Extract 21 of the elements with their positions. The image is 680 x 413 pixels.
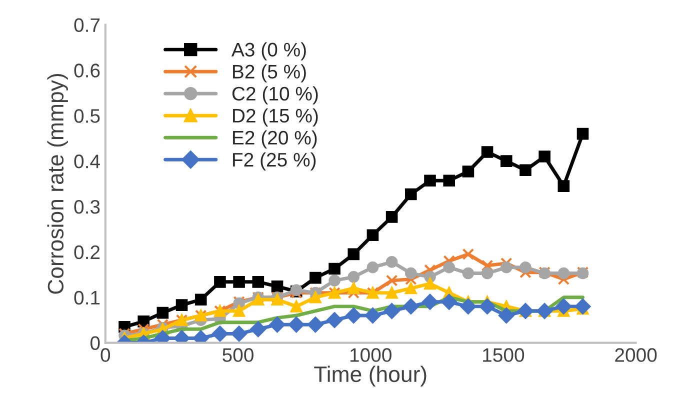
y-tick-label: 0.5 (74, 109, 100, 123)
legend-label: D2 (15 %) (233, 108, 318, 126)
legend-label: C2 (10 %) (232, 86, 318, 104)
x-tick-label: 1000 (350, 348, 392, 362)
legend-label: A3 (0 %) (231, 42, 306, 60)
y-tick-label: 0.1 (74, 290, 100, 305)
x-tick-label: 0 (100, 348, 110, 362)
y-axis-title: Corrosion rate (mmpy) (47, 74, 68, 294)
x-tick-label: 1500 (483, 348, 524, 362)
y-tick-label: 0.7 (74, 18, 100, 32)
y-tick-label: 0.4 (74, 154, 100, 168)
y-tick-label: 0.3 (74, 200, 100, 214)
legend-label: F2 (25 %) (233, 152, 316, 170)
y-tick-label: 0 (90, 336, 100, 350)
x-tick-label: 500 (222, 348, 254, 362)
y-tick-label: 0.6 (74, 64, 100, 78)
x-axis-title: Time (hour) (314, 366, 426, 386)
y-tick-label: 0.2 (74, 245, 100, 260)
legend-label: B2 (5 %) (233, 64, 306, 82)
x-tick-label: 2000 (615, 348, 657, 362)
legend-label: E2 (20 %) (233, 130, 317, 148)
